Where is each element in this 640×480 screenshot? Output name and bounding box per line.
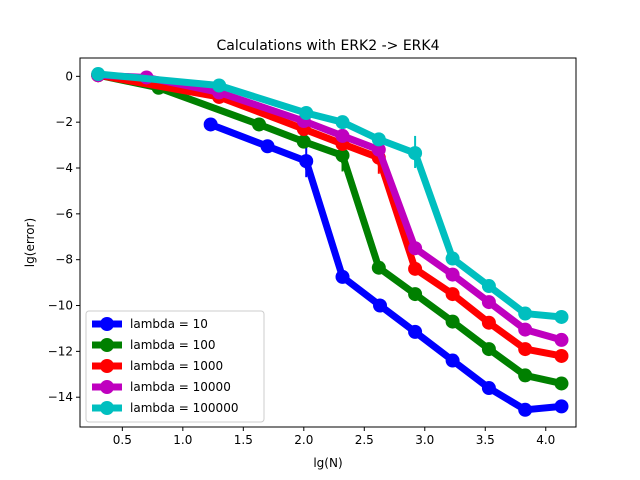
x-tick-label: 3.0 (415, 433, 434, 447)
y-tick-label: −14 (48, 390, 73, 404)
data-point-2-5 (408, 261, 423, 276)
data-point-3-7 (445, 267, 460, 282)
series-0 (203, 117, 569, 417)
x-axis-label: lg(N) (313, 456, 342, 470)
data-point-4-4 (371, 132, 386, 147)
data-point-3-10 (554, 332, 569, 347)
data-point-1-4 (335, 148, 350, 163)
data-point-0-7 (481, 381, 496, 396)
x-axis: 0.5 1.0 1.5 2.0 2.5 3.0 3.5 4.0 (113, 427, 555, 447)
data-point-4-8 (518, 306, 533, 321)
legend: lambda = 10 lambda = 100 lambda = 1000 lamb… (85, 310, 265, 423)
plot-frame (79, 57, 577, 428)
chart-title: Calculations with ERK2 -> ERK4 (216, 38, 439, 54)
y-axis: 0 −2 −4 −6 −8 −10 −12 −14 (48, 69, 80, 404)
data-point-0-9 (554, 399, 569, 414)
data-point-0-5 (408, 324, 423, 339)
data-point-3-5 (371, 142, 386, 157)
x-tick-label: 2.5 (355, 433, 374, 447)
series-line-4 (97, 70, 562, 321)
data-point-3-4 (335, 128, 350, 143)
plot-area (91, 67, 569, 417)
data-point-0-1 (260, 139, 275, 154)
data-point-2-6 (445, 287, 460, 302)
legend-marker-1 (100, 338, 114, 352)
y-tick-label: −10 (48, 299, 73, 313)
series-line-2 (97, 71, 563, 360)
data-point-4-5 (408, 146, 423, 161)
data-point-0-2 (299, 154, 314, 169)
x-tick-label: 0.5 (113, 433, 132, 447)
legend-box (85, 310, 265, 423)
y-tick-label: −4 (55, 161, 73, 175)
data-point-0-6 (445, 353, 460, 368)
x-tick-label: 4.0 (536, 433, 555, 447)
data-point-0-4 (373, 298, 388, 313)
legend-marker-2 (100, 359, 114, 373)
data-point-0-8 (518, 402, 533, 417)
data-point-1-10 (554, 376, 569, 391)
data-point-3-6 (408, 241, 423, 256)
data-point-1-2 (252, 117, 267, 132)
legend-marker-3 (100, 380, 114, 394)
y-tick-label: −8 (55, 253, 73, 267)
legend-label-1: lambda = 100 (130, 338, 216, 352)
data-point-1-9 (518, 368, 533, 383)
data-point-3-8 (481, 295, 496, 310)
data-point-4-6 (445, 251, 460, 266)
legend-label-3: lambda = 10000 (130, 380, 231, 394)
data-point-0-0 (203, 117, 218, 132)
x-tick-label: 1.5 (234, 433, 253, 447)
y-tick-label: 0 (65, 69, 73, 83)
data-point-1-8 (481, 342, 496, 357)
data-point-4-2 (299, 106, 314, 121)
x-tick-label: 2.0 (294, 433, 313, 447)
y-tick-label: −6 (55, 207, 73, 221)
data-point-4-1 (212, 78, 227, 93)
data-point-3-9 (518, 322, 533, 337)
series-3 (91, 68, 569, 347)
legend-label-4: lambda = 100000 (130, 401, 238, 415)
data-point-2-9 (554, 348, 569, 363)
series-line-0 (209, 121, 562, 414)
y-tick-label: −2 (55, 115, 73, 129)
legend-marker-0 (100, 317, 114, 331)
legend-marker-4 (100, 401, 114, 415)
data-point-2-7 (481, 315, 496, 330)
data-point-0-3 (335, 269, 350, 284)
data-point-4-3 (335, 115, 350, 130)
legend-label-0: lambda = 10 (130, 317, 208, 331)
data-point-4-0 (91, 67, 106, 82)
data-point-1-5 (371, 260, 386, 275)
x-tick-label: 3.5 (476, 433, 495, 447)
series-4 (91, 67, 569, 324)
data-point-1-3 (296, 134, 311, 149)
data-point-1-7 (445, 314, 460, 329)
legend-label-2: lambda = 1000 (130, 359, 223, 373)
data-point-1-6 (408, 287, 423, 302)
x-tick-label: 1.0 (173, 433, 192, 447)
data-point-2-8 (518, 342, 533, 357)
y-axis-label: lg(error) (23, 218, 37, 267)
data-point-4-7 (481, 279, 496, 294)
data-point-4-9 (554, 309, 569, 324)
y-tick-label: −12 (48, 344, 73, 358)
